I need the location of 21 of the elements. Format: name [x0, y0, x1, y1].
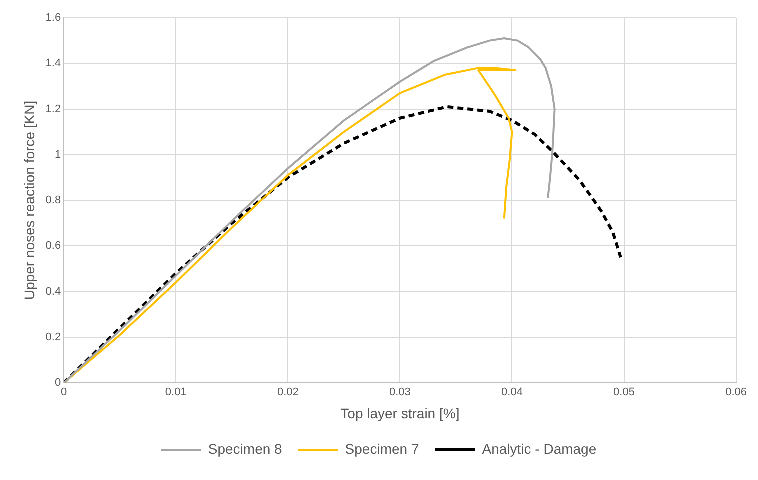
y-tick-label: 1.2: [46, 103, 62, 116]
y-tick-label: 0: [54, 377, 62, 390]
x-tick-label: 0.03: [389, 386, 411, 399]
y-tick-label: 1.6: [46, 12, 62, 24]
y-tick-label: 0.8: [46, 194, 62, 207]
y-tick-label: 1.4: [46, 58, 62, 70]
line-series: [64, 105, 622, 383]
x-tick-label: 0.06: [726, 386, 748, 399]
legend-label: Analytic - Damage: [482, 440, 597, 457]
legend-label: Specimen 8: [208, 440, 283, 457]
y-tick-label: 1: [54, 148, 62, 161]
y-tick-label: 0.4: [46, 286, 62, 298]
y-tick-label: 0.6: [46, 240, 62, 252]
y-tick-label: 0.2: [46, 331, 62, 344]
y-axis-title: Upper noses reaction force [KN]: [21, 100, 38, 300]
x-tick-label: 0.05: [614, 386, 635, 399]
x-tick-label: 0.04: [502, 386, 523, 399]
x-tick-label: 0.01: [165, 386, 187, 399]
legend-label: Specimen 7: [345, 440, 420, 457]
x-axis-title: Top layer strain [%]: [340, 405, 460, 422]
x-tick-label: 0.02: [277, 386, 299, 399]
